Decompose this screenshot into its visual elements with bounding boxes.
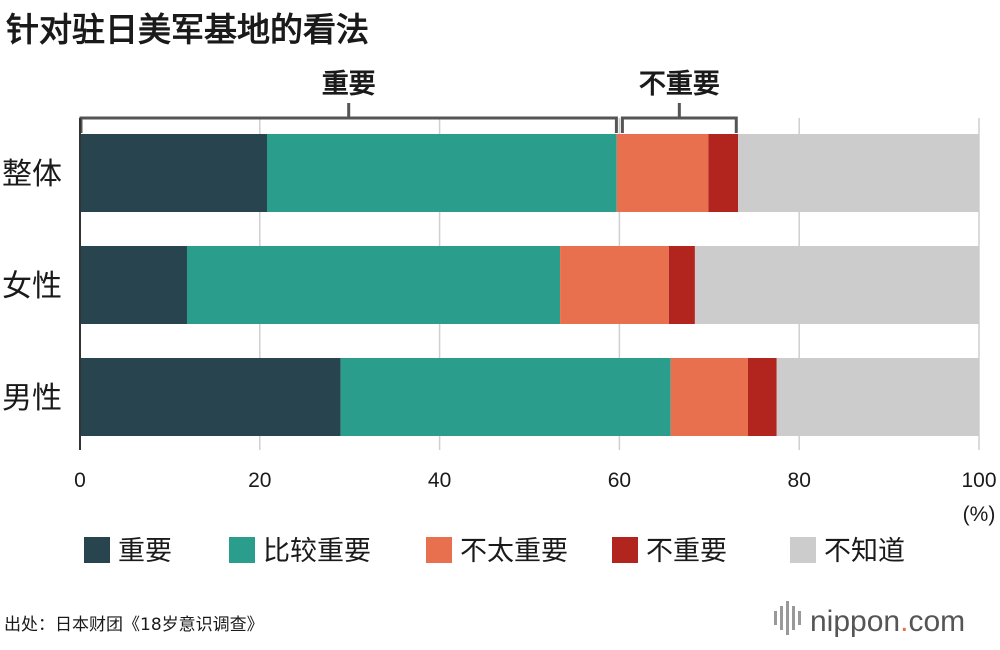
legend-swatch	[229, 537, 255, 563]
x-axis-ticks: 0 20 40 60 80 100	[74, 469, 996, 492]
category-label: 整体	[2, 157, 62, 192]
chart-title: 针对驻日美军基地的看法	[6, 10, 369, 49]
tick-label: 80	[788, 469, 811, 492]
bar-segment	[80, 246, 187, 324]
bar-segment	[616, 134, 709, 212]
bars	[79, 118, 979, 450]
legend-label: 不重要	[646, 536, 727, 567]
legend-swatch	[612, 537, 638, 563]
legend-swatch	[790, 537, 816, 563]
brackets: 重要 不重要	[79, 69, 738, 133]
source-note: 出处：日本财团《18岁意识调查》	[4, 615, 264, 635]
category-label: 男性	[2, 381, 62, 416]
bar-segment	[560, 246, 669, 324]
x-axis-unit: (%)	[963, 503, 996, 526]
bar-segment	[670, 358, 748, 436]
bracket-line	[79, 116, 618, 133]
logo-text: nippon.com	[810, 605, 965, 638]
legend-swatch	[84, 537, 110, 563]
bracket-line	[620, 116, 738, 133]
legend-label: 比较重要	[263, 536, 371, 567]
bar-segment	[694, 246, 979, 324]
bracket-label: 不重要	[639, 69, 720, 100]
bar-segment	[80, 134, 267, 212]
bar-segment	[708, 134, 739, 212]
bar-segment	[266, 134, 617, 212]
bar-segment	[340, 358, 671, 436]
bar-segment	[186, 246, 561, 324]
category-label: 女性	[2, 269, 62, 304]
tick-label: 60	[608, 469, 631, 492]
bracket-label: 重要	[322, 69, 376, 100]
legend-label: 重要	[118, 536, 172, 567]
tick-label: 20	[248, 469, 271, 492]
nippon-logo: nippon.com	[774, 601, 965, 638]
bar-segment	[776, 358, 979, 436]
legend: 重要 比较重要 不太重要 不重要 不知道	[84, 536, 905, 567]
legend-swatch	[426, 537, 452, 563]
bar-segment	[747, 358, 777, 436]
bar-segment	[738, 134, 979, 212]
bar-segment	[80, 358, 341, 436]
bar-segment	[668, 246, 695, 324]
tick-label: 100	[961, 469, 996, 492]
logo-mark-icon	[774, 601, 801, 635]
tick-label: 40	[428, 469, 451, 492]
tick-label: 0	[74, 469, 86, 492]
legend-label: 不太重要	[460, 536, 568, 567]
legend-label: 不知道	[824, 536, 905, 567]
